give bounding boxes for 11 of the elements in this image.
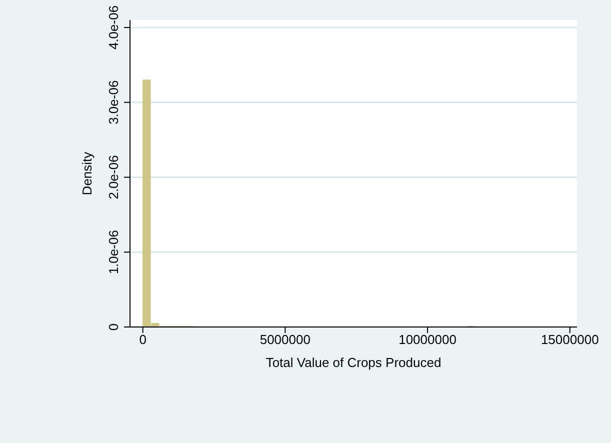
y-tick-label: 0 (106, 323, 121, 331)
x-axis-title: Total Value of Crops Produced (266, 355, 442, 370)
y-tick-label: 1.0e-06 (106, 230, 121, 274)
x-tick-label: 10000000 (398, 332, 456, 348)
x-tick-label: 15000000 (540, 332, 599, 348)
y-tick-label: 3.0e-06 (106, 80, 121, 124)
x-tick-label: 5000000 (260, 332, 310, 348)
x-tick-label: 0 (139, 332, 146, 348)
y-tick-label: 2.0e-06 (106, 155, 121, 200)
y-tick-label: 4.0e-06 (106, 5, 121, 50)
y-axis-title: Density (80, 151, 95, 196)
